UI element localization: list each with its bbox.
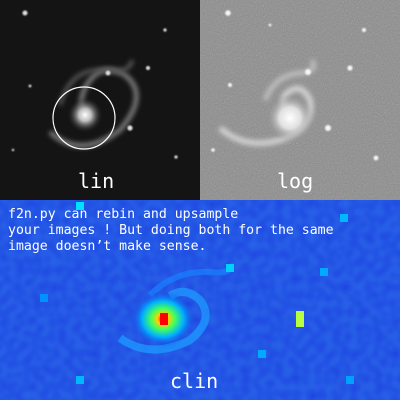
caption-text: f2n.py can rebin and upsample your image… (8, 207, 398, 255)
galaxy-lin (48, 59, 139, 148)
circle-marker-icon (52, 86, 116, 150)
caption-line-1: f2n.py can rebin and upsample (8, 207, 239, 222)
lin-panel: lin (0, 0, 200, 200)
log-label: log (277, 169, 314, 193)
clin-label: clin (170, 369, 219, 393)
clin-panel: f2n.py can rebin and upsample your image… (0, 200, 400, 400)
caption-line-2: your images ! But doing both for the sam… (8, 223, 334, 238)
stars-lin (11, 10, 178, 159)
caption-line-3: image doesn’t make sense. (8, 239, 207, 254)
log-panel: log (200, 0, 400, 200)
lin-image (0, 0, 200, 200)
clin-image (0, 200, 400, 400)
log-image (200, 0, 400, 200)
stars-clin (40, 202, 354, 384)
lin-background (0, 0, 200, 200)
lin-label: lin (78, 169, 115, 193)
galaxy-log (218, 58, 316, 147)
stars-log (211, 10, 379, 161)
